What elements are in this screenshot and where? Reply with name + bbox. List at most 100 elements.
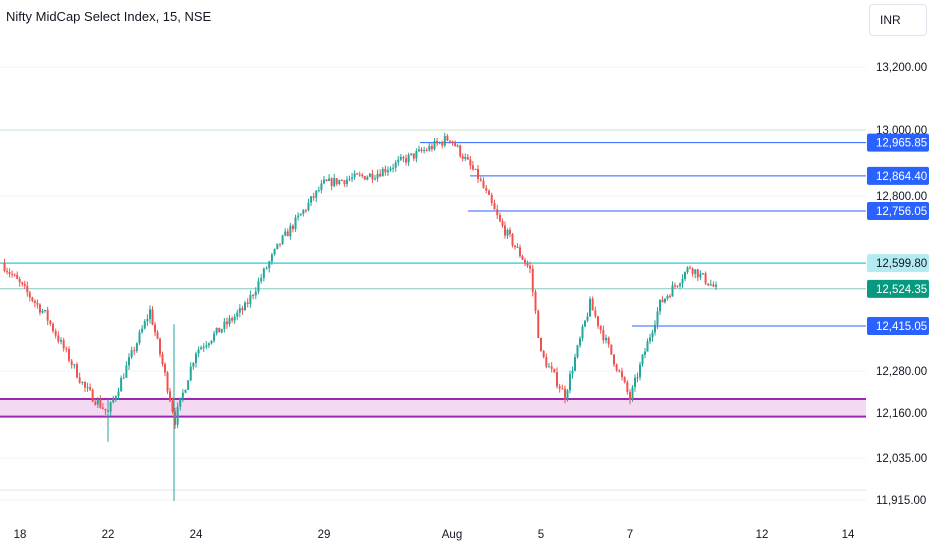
candle-body [681, 279, 684, 284]
candle-body [526, 263, 529, 266]
candle-body [154, 324, 156, 333]
candle-body [454, 142, 457, 147]
candle-body [430, 146, 433, 150]
candle-body [320, 183, 323, 191]
candle-body [249, 294, 252, 304]
candle-body [629, 391, 631, 400]
candle-body [386, 170, 389, 173]
candle-body [516, 247, 519, 249]
candle-body [262, 268, 265, 279]
candle-body [265, 268, 268, 270]
candle-body [623, 377, 626, 383]
candle-body [31, 297, 34, 301]
candle-body [114, 396, 117, 400]
candle-body [696, 269, 699, 278]
candle-body [169, 391, 171, 401]
candle-body [138, 332, 141, 344]
candle-body [689, 267, 691, 269]
candle-body [464, 156, 467, 159]
price-label-text: 12,965.85 [876, 138, 927, 150]
candle-body [561, 388, 564, 390]
candle-body [514, 245, 516, 248]
candle-body [417, 149, 420, 152]
candle-body [586, 316, 589, 321]
candle-body [420, 149, 423, 152]
price-label-box [867, 279, 929, 298]
candle-body [534, 291, 537, 311]
candle-body [392, 167, 395, 169]
candle-body [558, 386, 561, 389]
candle-body [304, 210, 307, 212]
y-axis-tick-label: 12,800.00 [876, 191, 927, 203]
candle-body [236, 312, 239, 317]
candle-body [73, 364, 76, 366]
candle-body [615, 364, 618, 371]
candle-body [634, 377, 636, 388]
candle-body [207, 343, 210, 346]
candle-body [3, 263, 6, 272]
candle-body [449, 140, 451, 142]
candle-body [584, 320, 586, 327]
candle-body [125, 365, 128, 378]
candle-body [405, 158, 408, 163]
currency-selector[interactable]: INR [869, 4, 927, 36]
candle-body [70, 360, 73, 365]
candle-body [556, 372, 558, 387]
candle-body [254, 291, 257, 296]
candle-body [149, 309, 151, 320]
candle-body [654, 324, 656, 333]
candle-body [679, 283, 681, 286]
x-axis-tick-label: Aug [442, 529, 462, 541]
candle-body [260, 278, 263, 282]
candle-body [550, 366, 553, 369]
candle-body [469, 159, 472, 166]
candle-body [353, 173, 356, 178]
candle-body [323, 179, 325, 184]
candle-body [676, 285, 679, 287]
candle-body [644, 351, 646, 355]
candle-body [78, 377, 81, 383]
candle-body [361, 174, 364, 177]
candle-body [412, 153, 415, 159]
candle-body [589, 298, 591, 317]
candle-body [540, 337, 542, 351]
candle-body [26, 285, 29, 293]
candle-body [340, 180, 343, 182]
candle-body [192, 362, 195, 367]
candle-body [135, 343, 138, 352]
candle-body [358, 174, 361, 176]
candle-body [618, 370, 621, 372]
y-axis-tick-label: 12,280.00 [876, 366, 927, 378]
candle-body [176, 406, 179, 425]
candle-body [428, 146, 431, 151]
candle-body [394, 162, 397, 168]
candle-body [707, 283, 710, 286]
candle-body [443, 136, 446, 146]
candle-body [270, 254, 273, 262]
candle-body [509, 229, 511, 235]
candle-body [669, 295, 671, 297]
x-axis-tick-label: 14 [842, 529, 855, 541]
candle-body [537, 310, 540, 338]
candle-body [6, 271, 9, 273]
candle-body [122, 377, 125, 379]
candle-body [120, 377, 123, 392]
candle-body [674, 285, 676, 287]
candle-body [441, 142, 444, 146]
candle-body [423, 150, 426, 152]
candle-body [117, 391, 120, 397]
candle-body [252, 294, 255, 296]
candle-body [345, 179, 348, 185]
candle-body [38, 304, 41, 313]
candle-body [531, 268, 534, 292]
candle-body [466, 156, 469, 160]
candle-body [302, 210, 305, 214]
candle-body [241, 308, 244, 311]
candle-body [501, 221, 504, 226]
candle-body [60, 340, 62, 342]
candle-body [376, 173, 379, 179]
support-zone [0, 399, 866, 417]
candle-body [686, 267, 689, 273]
price-label-text: 12,756.05 [876, 206, 927, 218]
